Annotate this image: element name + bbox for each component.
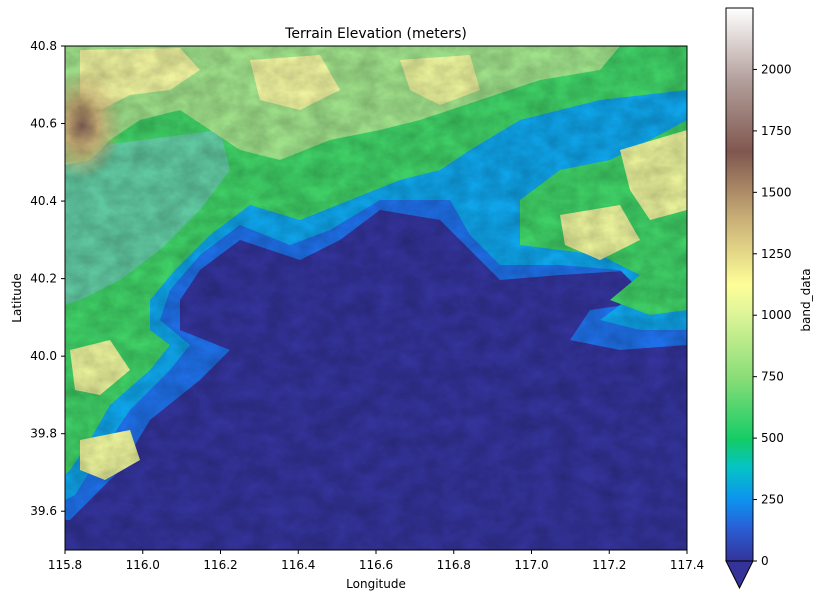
x-axis: 115.8 116.0 116.2 116.4 116.6 116.8 117.0 117.2… — [48, 550, 704, 572]
colorbar-tick-label: 250 — [761, 493, 784, 507]
colorbar-tick-label: 0 — [761, 554, 769, 568]
colorbar-tick-label: 2000 — [761, 62, 792, 76]
x-tick-label: 116.2 — [203, 558, 237, 572]
x-tick-label: 116.0 — [126, 558, 160, 572]
colorbar-label: band_data — [799, 268, 813, 331]
y-axis: 39.6 39.8 40.0 40.2 40.4 40.6 40.8 — [30, 39, 65, 518]
colorbar: 0 250 500 750 1000 1250 1500 1750 2000 band_data — [725, 7, 813, 590]
colorbar-ticks: 0 250 500 750 1000 1250 1500 1750 2000 — [753, 62, 792, 568]
colorbar-frame — [725, 7, 754, 562]
x-tick-label: 117.0 — [514, 558, 548, 572]
y-tick-label: 39.6 — [30, 504, 57, 518]
x-tick-label: 115.8 — [48, 558, 82, 572]
y-axis-label: Latitude — [10, 273, 24, 322]
x-tick-label: 116.4 — [281, 558, 315, 572]
chart-title: Terrain Elevation (meters) — [284, 26, 467, 42]
colorbar-tick-label: 1250 — [761, 247, 792, 261]
y-tick-label: 40.2 — [30, 272, 57, 286]
colorbar-extend-min — [725, 560, 754, 590]
y-tick-label: 40.6 — [30, 117, 57, 131]
colorbar-gradient — [726, 8, 753, 561]
colorbar-tick-label: 500 — [761, 431, 784, 445]
x-axis-label: Longitude — [346, 577, 406, 591]
terrain-raster — [65, 46, 687, 550]
y-tick-label: 40.0 — [30, 349, 57, 363]
x-tick-label: 116.8 — [437, 558, 471, 572]
y-tick-label: 40.8 — [30, 39, 57, 53]
x-tick-label: 116.6 — [359, 558, 393, 572]
x-tick-label: 117.2 — [592, 558, 626, 572]
x-tick-label: 117.4 — [670, 558, 704, 572]
colorbar-tick-label: 1500 — [761, 185, 792, 199]
colorbar-tick-label: 1000 — [761, 308, 792, 322]
y-tick-label: 40.4 — [30, 194, 57, 208]
colorbar-tick-label: 1750 — [761, 124, 792, 138]
y-tick-label: 39.8 — [30, 427, 57, 441]
colorbar-tick-label: 750 — [761, 370, 784, 384]
